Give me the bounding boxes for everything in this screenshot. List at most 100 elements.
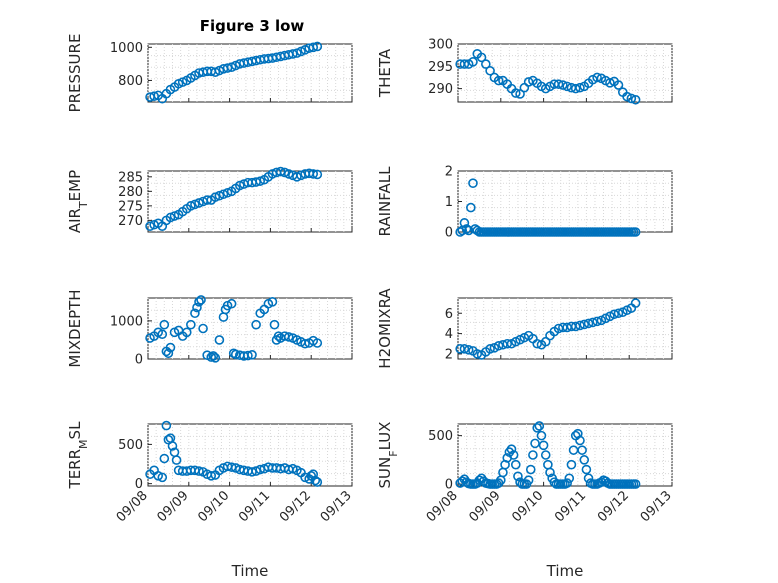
data-point bbox=[581, 464, 592, 475]
y-tick-label: 0 bbox=[445, 226, 453, 241]
x-tick-label: 09/11 bbox=[552, 488, 589, 525]
data-point bbox=[579, 455, 590, 465]
data-point bbox=[312, 477, 323, 487]
data-point bbox=[222, 187, 233, 198]
axes-frame bbox=[457, 170, 673, 233]
data-point bbox=[493, 340, 504, 351]
data-point bbox=[532, 423, 542, 433]
y-tick-label: 0 bbox=[445, 478, 453, 493]
data-point bbox=[159, 319, 170, 330]
data-point bbox=[540, 450, 551, 460]
data-point bbox=[210, 353, 221, 363]
axes-frame bbox=[147, 423, 353, 487]
data-point bbox=[493, 75, 504, 86]
data-point bbox=[165, 342, 176, 353]
data-point bbox=[596, 477, 607, 487]
y-tick-label: 4 bbox=[445, 327, 453, 342]
data-point bbox=[558, 80, 568, 90]
y-axis-label: SUNFLUX bbox=[376, 422, 400, 489]
data-point bbox=[468, 57, 478, 67]
data-point bbox=[251, 319, 261, 330]
data-point bbox=[202, 195, 212, 205]
x-tick-label: 09/12 bbox=[277, 488, 314, 525]
y-axis-label: TERRMSL bbox=[66, 421, 90, 490]
axes-frame bbox=[147, 43, 353, 103]
data-point bbox=[159, 453, 170, 464]
data-point bbox=[459, 344, 470, 354]
y-tick-label: 285 bbox=[118, 170, 143, 185]
y-tick-label: 280 bbox=[118, 185, 143, 200]
data-point bbox=[214, 335, 225, 345]
y-tick-label: 1 bbox=[445, 195, 453, 210]
subplot-rainfall: 0 1 2 RAINFALL bbox=[376, 165, 673, 241]
axes-frame bbox=[457, 43, 673, 103]
data-point bbox=[592, 316, 602, 327]
data-point bbox=[312, 338, 323, 348]
data-point bbox=[532, 338, 542, 349]
data-point bbox=[613, 80, 624, 90]
data-point bbox=[194, 466, 204, 476]
data-point bbox=[570, 83, 581, 94]
data-point bbox=[145, 221, 155, 231]
x-tick-label: 09/09 bbox=[155, 488, 192, 525]
x-tick-label: 09/10 bbox=[195, 488, 232, 525]
data-point bbox=[575, 435, 585, 446]
data-point bbox=[485, 344, 495, 354]
y-axis-label: AIRTEMP bbox=[66, 170, 90, 233]
data-point bbox=[310, 475, 321, 486]
x-tick-label: 09/08 bbox=[424, 488, 461, 525]
y-tick-label: 2 bbox=[445, 165, 453, 180]
data-point bbox=[267, 297, 278, 307]
data-point bbox=[592, 72, 602, 83]
data-point bbox=[149, 91, 159, 101]
y-tick-label: 275 bbox=[118, 199, 143, 214]
subplot-terr_msl: 0 500 09/08 09/09 09/10 09/11 09/12 09/13 TERRMS… bbox=[66, 420, 355, 580]
x-tick-label: 09/13 bbox=[318, 488, 355, 525]
x-tick-label: 09/11 bbox=[236, 488, 273, 525]
data-point bbox=[528, 450, 538, 460]
subplot-mixdepth: 0 1000 MIXDEPTH bbox=[66, 289, 353, 368]
data-point bbox=[538, 440, 549, 451]
data-point bbox=[566, 459, 577, 470]
data-point bbox=[273, 331, 284, 341]
data-point bbox=[186, 319, 196, 330]
data-point bbox=[269, 319, 280, 330]
data-point bbox=[577, 445, 587, 455]
data-point bbox=[194, 198, 204, 208]
data-point bbox=[214, 190, 225, 201]
data-point bbox=[308, 169, 319, 179]
y-tick-label: 0 bbox=[135, 477, 143, 492]
data-point bbox=[506, 444, 517, 454]
data-point bbox=[605, 78, 615, 88]
data-point bbox=[481, 59, 491, 69]
y-tick-label: 1000 bbox=[110, 41, 143, 56]
y-tick-label: 800 bbox=[118, 74, 143, 89]
data-point bbox=[283, 332, 294, 342]
data-point bbox=[206, 470, 217, 481]
data-point bbox=[308, 42, 319, 53]
data-point bbox=[210, 192, 221, 202]
y-tick-label: 500 bbox=[428, 429, 453, 444]
data-point bbox=[564, 473, 575, 484]
subplot-pressure: 800 1000 PRESSURE bbox=[66, 34, 353, 113]
data-point bbox=[198, 323, 208, 334]
data-point bbox=[186, 201, 196, 211]
data-point bbox=[459, 218, 470, 228]
data-point bbox=[255, 176, 266, 186]
y-axis-label: H2OMIXRA bbox=[376, 288, 394, 369]
y-axis-label: RAINFALL bbox=[376, 166, 394, 237]
data-point bbox=[463, 345, 474, 355]
data-point bbox=[208, 351, 219, 361]
y-tick-label: 0 bbox=[135, 353, 143, 368]
data-point bbox=[530, 438, 540, 449]
y-axis-label: PRESSURE bbox=[66, 34, 84, 113]
x-tick-label: 09/12 bbox=[595, 488, 632, 525]
data-point bbox=[513, 471, 523, 482]
data-point bbox=[190, 199, 200, 210]
data-point bbox=[167, 441, 178, 451]
x-tick-label: 09/09 bbox=[467, 488, 504, 525]
data-point bbox=[279, 167, 290, 178]
y-tick-label: 270 bbox=[118, 214, 143, 229]
